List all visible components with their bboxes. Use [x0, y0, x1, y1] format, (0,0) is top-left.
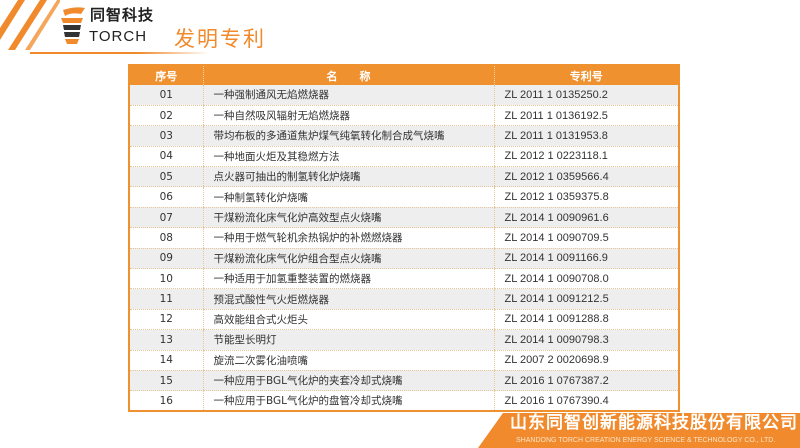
row-number: 11 — [128, 288, 203, 310]
patent-number: ZL 2012 1 0223118.1 — [493, 146, 679, 168]
patent-name: 旋流二次雾化油喷嘴 — [202, 350, 494, 371]
col-header-name: 名 称 — [202, 65, 494, 85]
patent-name: 干煤粉流化床气化炉组合型点火烧嘴 — [202, 248, 494, 270]
patent-name: 带均布板的多通道焦炉煤气纯氧转化制合成气烧嘴 — [202, 125, 494, 147]
patent-number: ZL 2014 1 0090798.3 — [493, 329, 679, 351]
patent-number: ZL 2007 2 0020698.9 — [493, 350, 679, 371]
table-row: 07 干煤粉流化床气化炉高效型点火烧嘴 ZL 2014 1 0090961.6 — [128, 207, 679, 229]
patent-name: 一种自然吸风辐射无焰燃烧器 — [202, 105, 494, 127]
table-row: 01 一种强制通风无焰燃烧器 ZL 2011 1 0135250.2 — [128, 85, 679, 106]
row-number: 15 — [128, 370, 203, 392]
col-header-no: 序号 — [128, 65, 203, 85]
patent-name: 预混式酸性气火炬燃烧器 — [202, 288, 494, 310]
table-row: 08 一种用于燃气轮机余热锅炉的补燃燃烧器 ZL 2014 1 0090709.5 — [128, 227, 679, 249]
patent-name: 一种制氢转化炉烧嘴 — [202, 186, 494, 208]
row-number: 14 — [128, 350, 203, 371]
patent-name: 一种地面火炬及其稳燃方法 — [202, 146, 494, 168]
table-row: 10 一种适用于加氢重整装置的燃烧器 ZL 2014 1 0090708.0 — [128, 268, 679, 290]
patent-name: 一种适用于加氢重整装置的燃烧器 — [202, 268, 494, 290]
patent-number: ZL 2011 1 0135250.2 — [493, 85, 679, 106]
table-row: 12 高效能组合式火炬头 ZL 2014 1 0091288.8 — [128, 309, 679, 331]
table-row: 06 一种制氢转化炉烧嘴 ZL 2012 1 0359375.8 — [128, 186, 679, 208]
table-row: 11 预混式酸性气火炬燃烧器 ZL 2014 1 0091212.5 — [128, 288, 679, 310]
patent-number: ZL 2012 1 0359375.8 — [493, 186, 679, 208]
table-row: 09 干煤粉流化床气化炉组合型点火烧嘴 ZL 2014 1 0091166.9 — [128, 248, 679, 270]
patent-name: 节能型长明灯 — [202, 329, 494, 351]
col-header-patent: 专利号 — [493, 65, 679, 85]
patent-number: ZL 2012 1 0359566.4 — [493, 166, 679, 188]
title-underline — [30, 52, 210, 54]
patent-number: ZL 2014 1 0091212.5 — [493, 288, 679, 310]
patent-number: ZL 2014 1 0090708.0 — [493, 268, 679, 290]
patent-number: ZL 2011 1 0131953.8 — [493, 125, 679, 147]
logo-text-en: TORCH — [89, 28, 148, 45]
row-number: 13 — [128, 329, 203, 351]
table-row: 16 一种应用于BGL气化炉的盘管冷却式烧嘴 ZL 2016 1 0767390.4 — [128, 390, 679, 412]
patent-name: 干煤粉流化床气化炉高效型点火烧嘴 — [202, 207, 494, 229]
row-number: 05 — [128, 166, 203, 188]
patent-table: 序号 名 称 专利号 01 一种强制通风无焰燃烧器 ZL 2011 1 013525… — [128, 64, 680, 413]
patent-number: ZL 2014 1 0090709.5 — [493, 227, 679, 249]
table-row: 15 一种应用于BGL气化炉的夹套冷却式烧嘴 ZL 2016 1 0767387.2 — [128, 370, 679, 392]
patent-name: 一种强制通风无焰燃烧器 — [202, 85, 494, 106]
patent-name: 一种应用于BGL气化炉的夹套冷却式烧嘴 — [202, 370, 494, 392]
row-number: 02 — [128, 105, 203, 127]
patent-name: 高效能组合式火炬头 — [202, 309, 494, 331]
row-number: 16 — [128, 390, 203, 412]
patent-number: ZL 2011 1 0136192.5 — [493, 105, 679, 127]
row-number: 01 — [128, 85, 203, 106]
table-row: 02 一种自然吸风辐射无焰燃烧器 ZL 2011 1 0136192.5 — [128, 105, 679, 127]
patent-name: 点火器可抽出的制氢转化炉烧嘴 — [202, 166, 494, 188]
logo-text-cn: 同智科技 — [90, 6, 155, 24]
row-number: 06 — [128, 186, 203, 208]
company-name-cn: 山东同智创新能源科技股份有限公司 — [510, 413, 798, 433]
page-title: 发明专利 — [174, 27, 266, 51]
row-number: 08 — [128, 227, 203, 249]
row-number: 03 — [128, 125, 203, 147]
row-number: 07 — [128, 207, 203, 229]
row-number: 09 — [128, 248, 203, 270]
company-name-en: SHANDONG TORCH CREATION ENERGY SCIENCE &… — [516, 437, 776, 444]
row-number: 10 — [128, 268, 203, 290]
patent-number: ZL 2014 1 0090961.6 — [493, 207, 679, 229]
table-row: 13 节能型长明灯 ZL 2014 1 0090798.3 — [128, 329, 679, 351]
patent-number: ZL 2014 1 0091166.9 — [493, 248, 679, 270]
patent-number: ZL 2016 1 0767387.2 — [493, 370, 679, 392]
row-number: 04 — [128, 146, 203, 168]
decorative-stripes — [0, 0, 60, 50]
table-row: 05 点火器可抽出的制氢转化炉烧嘴 ZL 2012 1 0359566.4 — [128, 166, 679, 188]
footer-band — [478, 413, 800, 448]
patent-number: ZL 2016 1 0767390.4 — [493, 390, 679, 412]
patent-number: ZL 2014 1 0091288.8 — [493, 309, 679, 331]
row-number: 12 — [128, 309, 203, 331]
table-row: 03 带均布板的多通道焦炉煤气纯氧转化制合成气烧嘴 ZL 2011 1 013195… — [128, 125, 679, 147]
patent-name: 一种应用于BGL气化炉的盘管冷却式烧嘴 — [202, 390, 494, 412]
patent-name: 一种用于燃气轮机余热锅炉的补燃燃烧器 — [202, 227, 494, 249]
torch-logo-icon — [61, 7, 85, 44]
table-row: 14 旋流二次雾化油喷嘴 ZL 2007 2 0020698.9 — [128, 350, 679, 371]
table-row: 04 一种地面火炬及其稳燃方法 ZL 2012 1 0223118.1 — [128, 146, 679, 168]
table-header: 序号 名 称 专利号 — [128, 65, 679, 85]
